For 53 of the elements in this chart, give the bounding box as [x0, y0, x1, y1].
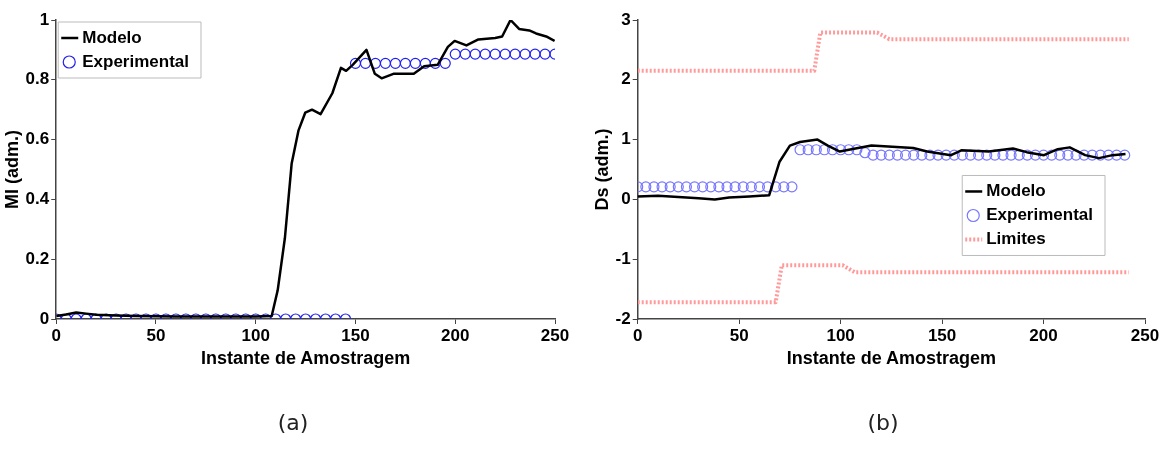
- y-tick-label: -2: [615, 308, 631, 328]
- point: [409, 57, 421, 69]
- y-tick-label: 3: [621, 9, 631, 29]
- y-tick-label: 2: [621, 69, 631, 89]
- y-tick-label: 0.8: [25, 69, 50, 89]
- point: [419, 57, 431, 69]
- legend-label: Experimental: [986, 205, 1093, 225]
- x-axis-title: Instante de Amostragem: [200, 348, 411, 369]
- x-tick-label: 100: [826, 325, 855, 345]
- point: [539, 48, 551, 60]
- legend-label: Modelo: [986, 181, 1046, 201]
- legend-label: Modelo: [82, 27, 142, 47]
- x-tick-label: 250: [540, 325, 570, 345]
- x-tick-label: 50: [729, 325, 749, 345]
- point: [429, 57, 441, 69]
- x-axis-title: Instante de Amostragem: [786, 348, 997, 369]
- x-tick-label: 150: [927, 325, 957, 345]
- y-tick-label: 0: [621, 189, 631, 209]
- point: [519, 48, 531, 60]
- y-tick-label: 0.2: [25, 248, 50, 268]
- x-tick-label: 100: [241, 325, 270, 345]
- point: [499, 48, 511, 60]
- point: [389, 57, 401, 69]
- x-tick-label: 250: [1130, 325, 1160, 345]
- point: [399, 57, 411, 69]
- legend-label: Experimental: [82, 51, 189, 71]
- y-tick-label: 0.6: [25, 129, 50, 149]
- point: [349, 57, 362, 69]
- y-tick-label: 0.4: [25, 189, 50, 209]
- point: [509, 48, 521, 60]
- point: [449, 48, 461, 60]
- x-tick-label: 150: [341, 325, 370, 345]
- legend-label: Limites: [986, 229, 1046, 249]
- point: [439, 57, 451, 69]
- x-tick-label: 50: [146, 325, 166, 345]
- point: [489, 48, 501, 60]
- y-axis-title: MI (adm.): [1, 130, 22, 209]
- y-tick-label: 1: [39, 9, 50, 29]
- x-tick-label: 200: [441, 325, 470, 345]
- point: [379, 57, 392, 69]
- y-axis-title: Ds (adm.): [591, 128, 612, 211]
- text: (b): [866, 410, 900, 435]
- y-tick-label: 0: [39, 308, 50, 328]
- point: [369, 57, 382, 69]
- point: [359, 57, 372, 69]
- text: (a): [276, 410, 310, 435]
- y-tick-label: 1: [621, 129, 631, 149]
- point: [479, 48, 491, 60]
- point: [469, 48, 481, 60]
- point: [459, 48, 471, 60]
- x-tick-label: 200: [1029, 325, 1058, 345]
- point: [529, 48, 541, 60]
- y-tick-label: -1: [615, 248, 631, 268]
